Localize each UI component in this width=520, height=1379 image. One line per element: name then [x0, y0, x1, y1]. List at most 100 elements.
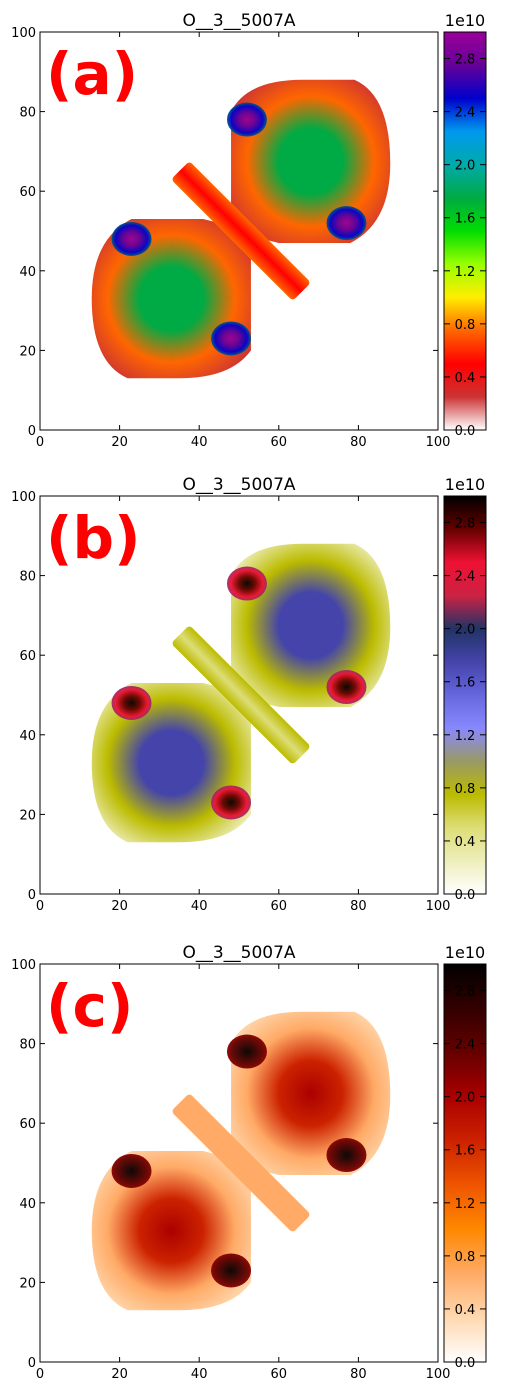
y-tick-label: 100	[11, 26, 36, 41]
central-torus	[172, 1094, 310, 1232]
panel-title: O__3__5007A	[182, 11, 295, 31]
x-tick-label: 80	[350, 899, 367, 914]
colorbar-tick-label: 2.4	[455, 570, 476, 585]
panel-label: (a)	[46, 40, 138, 108]
panel-title: O__3__5007A	[182, 943, 295, 963]
x-tick-label: 20	[111, 435, 128, 450]
panel-label: (c)	[46, 972, 133, 1040]
panel-1: O__3__5007A 0 20 40 60 80 100 0 20 40 60 80 100 (a) 0.…	[11, 11, 487, 450]
colorbar-tick-label: 0.4	[455, 371, 476, 386]
x-tick-label: 0	[36, 1367, 44, 1379]
colorbar-tick-label: 1.6	[455, 1144, 476, 1159]
colorbar-tick-label: 0.4	[455, 1303, 476, 1318]
hot-spot	[326, 206, 367, 241]
x-tick-label: 80	[350, 435, 367, 450]
colorbar-tick-label: 2.4	[455, 106, 476, 121]
y-tick-label: 0	[28, 424, 36, 439]
central-torus	[172, 626, 310, 764]
colorbar-tick-label: 2.8	[455, 53, 476, 68]
x-tick-label: 40	[191, 435, 208, 450]
x-tick-label: 40	[191, 1367, 208, 1379]
colorbar-tick-label: 0.4	[455, 835, 476, 850]
y-tick-label: 40	[19, 729, 36, 744]
x-tick-label: 0	[36, 435, 44, 450]
y-tick-label: 20	[19, 344, 36, 359]
y-tick-label: 60	[19, 1117, 36, 1132]
x-tick-label: 0	[36, 899, 44, 914]
colorbar	[443, 495, 487, 895]
y-tick-label: 80	[19, 106, 36, 121]
x-tick-label: 60	[271, 1367, 288, 1379]
colorbar-tick-label: 0.0	[455, 424, 476, 439]
x-tick-label: 60	[271, 899, 288, 914]
upper-lobe	[231, 1011, 391, 1175]
hot-spot	[211, 1253, 252, 1288]
panel-2: O__3__5007A 0 20 40 60 80 100 0 20 40 60 80 100 (b) 0.…	[11, 475, 487, 914]
hot-spot	[211, 321, 252, 356]
hot-spot	[111, 221, 152, 256]
y-tick-label: 40	[19, 1197, 36, 1212]
heatmap-image	[91, 1011, 391, 1311]
x-tick-label: 100	[426, 1367, 451, 1379]
y-tick-label: 100	[11, 490, 36, 505]
y-tick-label: 100	[11, 958, 36, 973]
colorbar-tick-label: 0.0	[455, 888, 476, 903]
x-tick-label: 40	[191, 899, 208, 914]
heatmap-image	[91, 543, 391, 843]
colorbar-tick-label: 1.2	[455, 729, 476, 744]
hot-spot	[326, 1138, 367, 1173]
y-tick-label: 60	[19, 649, 36, 664]
y-tick-label: 40	[19, 265, 36, 280]
colorbar-multiplier: 1e10	[445, 475, 485, 494]
colorbar-tick-label: 2.0	[455, 1091, 476, 1106]
hot-spot	[111, 1153, 152, 1188]
hot-spot	[226, 566, 267, 601]
colorbar	[443, 963, 487, 1363]
colorbar-tick-label: 0.8	[455, 318, 476, 333]
colorbar-multiplier: 1e10	[445, 11, 485, 30]
panel-label: (b)	[46, 504, 141, 572]
y-tick-label: 0	[28, 888, 36, 903]
colorbar-multiplier: 1e10	[445, 943, 485, 962]
colorbar-tick-label: 0.8	[455, 1250, 476, 1265]
colorbar-tick-label: 0.8	[455, 782, 476, 797]
hot-spot	[226, 1034, 267, 1069]
hot-spot	[226, 102, 267, 137]
x-tick-label: 20	[111, 1367, 128, 1379]
upper-lobe	[231, 543, 391, 707]
colorbar-tick-label: 1.6	[455, 676, 476, 691]
x-tick-label: 60	[271, 435, 288, 450]
hot-spot	[111, 685, 152, 720]
colorbar-tick-label: 1.2	[455, 265, 476, 280]
heatmap-image	[91, 79, 391, 379]
hot-spot	[211, 785, 252, 820]
upper-lobe	[231, 79, 391, 243]
panel-title: O__3__5007A	[182, 475, 295, 495]
axes-frame	[39, 495, 439, 895]
y-tick-label: 80	[19, 1038, 36, 1053]
y-tick-label: 80	[19, 570, 36, 585]
colorbar-tick-label: 0.0	[455, 1356, 476, 1371]
colorbar-tick-label: 2.8	[455, 985, 476, 1000]
x-tick-label: 20	[111, 899, 128, 914]
y-tick-label: 20	[19, 1276, 36, 1291]
colorbar-tick-label: 2.4	[455, 1038, 476, 1053]
colorbar-tick-label: 1.6	[455, 212, 476, 227]
x-tick-label: 80	[350, 1367, 367, 1379]
y-tick-label: 0	[28, 1356, 36, 1371]
central-torus	[172, 162, 310, 300]
colorbar-tick-label: 2.0	[455, 623, 476, 638]
axes-frame	[39, 963, 439, 1363]
x-tick-label: 100	[426, 435, 451, 450]
panel-3: O__3__5007A 0 20 40 60 80 100 0 20 40 60 80 100 (c) 0.…	[11, 943, 487, 1379]
axes-frame	[39, 31, 439, 431]
x-tick-label: 100	[426, 899, 451, 914]
colorbar-tick-label: 1.2	[455, 1197, 476, 1212]
y-tick-label: 60	[19, 185, 36, 200]
colorbar-tick-label: 2.0	[455, 159, 476, 174]
colorbar-tick-label: 2.8	[455, 517, 476, 532]
hot-spot	[326, 670, 367, 705]
y-tick-label: 20	[19, 808, 36, 823]
colorbar	[443, 31, 487, 431]
